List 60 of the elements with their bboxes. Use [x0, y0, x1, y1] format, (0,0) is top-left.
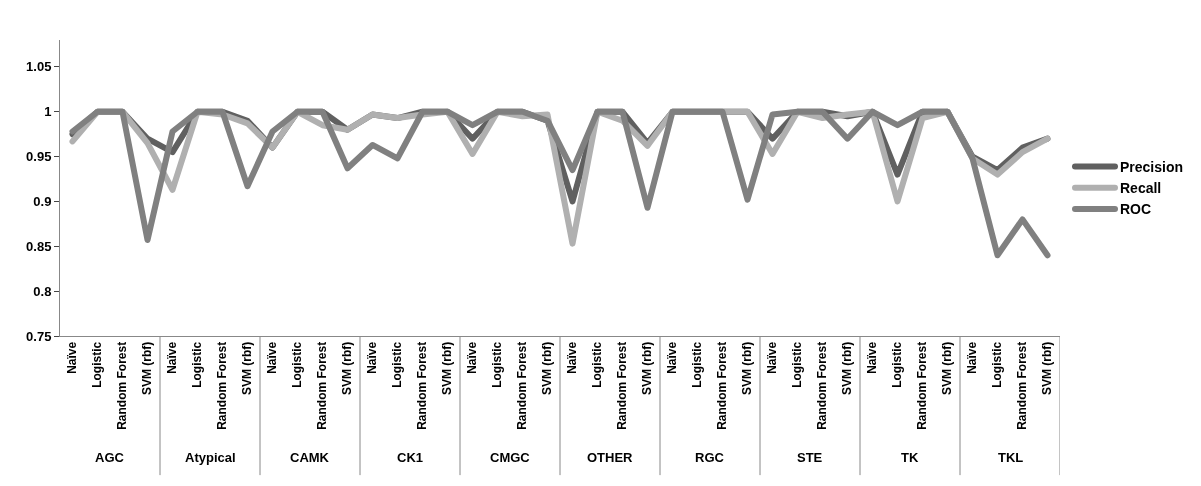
x-tick-label: Random Forest: [615, 341, 630, 430]
legend-label: Recall: [1120, 180, 1162, 197]
x-tick-label: Naïve: [965, 341, 980, 374]
x-tick-label: SVM (rbf): [140, 341, 155, 396]
text: TKL: [998, 450, 1024, 465]
legend-label: ROC: [1120, 201, 1152, 218]
x-tick-label: SVM (rbf): [640, 341, 655, 396]
y-tick-label: 1.05: [26, 59, 52, 75]
x-tick-label: Naïve: [565, 341, 580, 374]
y-tick-label: 1: [44, 104, 52, 120]
text: AGC: [95, 450, 125, 465]
x-tick-label: Naïve: [465, 341, 480, 374]
text: TK: [901, 450, 919, 465]
x-tick-label: Logistic: [890, 341, 905, 388]
x-tick-label: Logistic: [490, 341, 505, 388]
x-tick-label: Random Forest: [1015, 341, 1030, 430]
y-tick-label: 0.75: [26, 328, 52, 344]
x-tick-label: Logistic: [290, 341, 305, 388]
x-tick-label: Naïve: [165, 341, 180, 374]
x-tick-label: Logistic: [390, 341, 405, 388]
x-tick-label: SVM (rbf): [1040, 341, 1055, 396]
text: CMGC: [490, 450, 531, 465]
x-tick-label: Random Forest: [415, 341, 430, 430]
x-tick-label: Random Forest: [915, 341, 930, 430]
y-tick-label: 0.8: [33, 283, 52, 299]
x-tick-label: Logistic: [990, 341, 1005, 388]
y-tick-label: 0.95: [26, 149, 52, 165]
x-tick-label: SVM (rbf): [240, 341, 255, 396]
x-tick-label: Random Forest: [115, 341, 130, 430]
x-tick-label: Naïve: [865, 341, 880, 374]
x-tick-label: Naïve: [65, 341, 80, 374]
x-tick-label: Naïve: [765, 341, 780, 374]
x-tick-label: Naïve: [665, 341, 680, 374]
x-tick-label: Random Forest: [815, 341, 830, 430]
text: RGC: [695, 450, 725, 465]
x-tick-label: Random Forest: [715, 341, 730, 430]
x-tick-label: Logistic: [690, 341, 705, 388]
x-tick-label: Random Forest: [215, 341, 230, 430]
x-tick-label: Logistic: [790, 341, 805, 388]
x-tick-label: Random Forest: [515, 341, 530, 430]
x-tick-label: Naïve: [265, 341, 280, 374]
x-tick-label: Logistic: [190, 341, 205, 388]
x-tick-label: Random Forest: [315, 341, 330, 430]
x-tick-label: SVM (rbf): [440, 341, 455, 396]
legend-label: Precision: [1120, 159, 1184, 176]
x-tick-label: Logistic: [90, 341, 105, 388]
text: Atypical: [185, 450, 236, 465]
x-tick-label: SVM (rbf): [540, 341, 555, 396]
y-tick-label: 0.9: [33, 194, 52, 209]
text: STE: [797, 450, 823, 465]
text: CAMK: [290, 450, 330, 465]
x-tick-label: SVM (rbf): [940, 341, 955, 396]
x-tick-label: Naïve: [365, 341, 380, 374]
text: CK1: [397, 450, 424, 465]
x-tick-label: SVM (rbf): [340, 341, 355, 396]
x-tick-label: SVM (rbf): [840, 341, 855, 396]
text: OTHER: [587, 450, 634, 465]
x-tick-label: Logistic: [590, 341, 605, 388]
y-tick-label: 0.85: [26, 238, 52, 254]
x-tick-label: SVM (rbf): [740, 341, 755, 396]
